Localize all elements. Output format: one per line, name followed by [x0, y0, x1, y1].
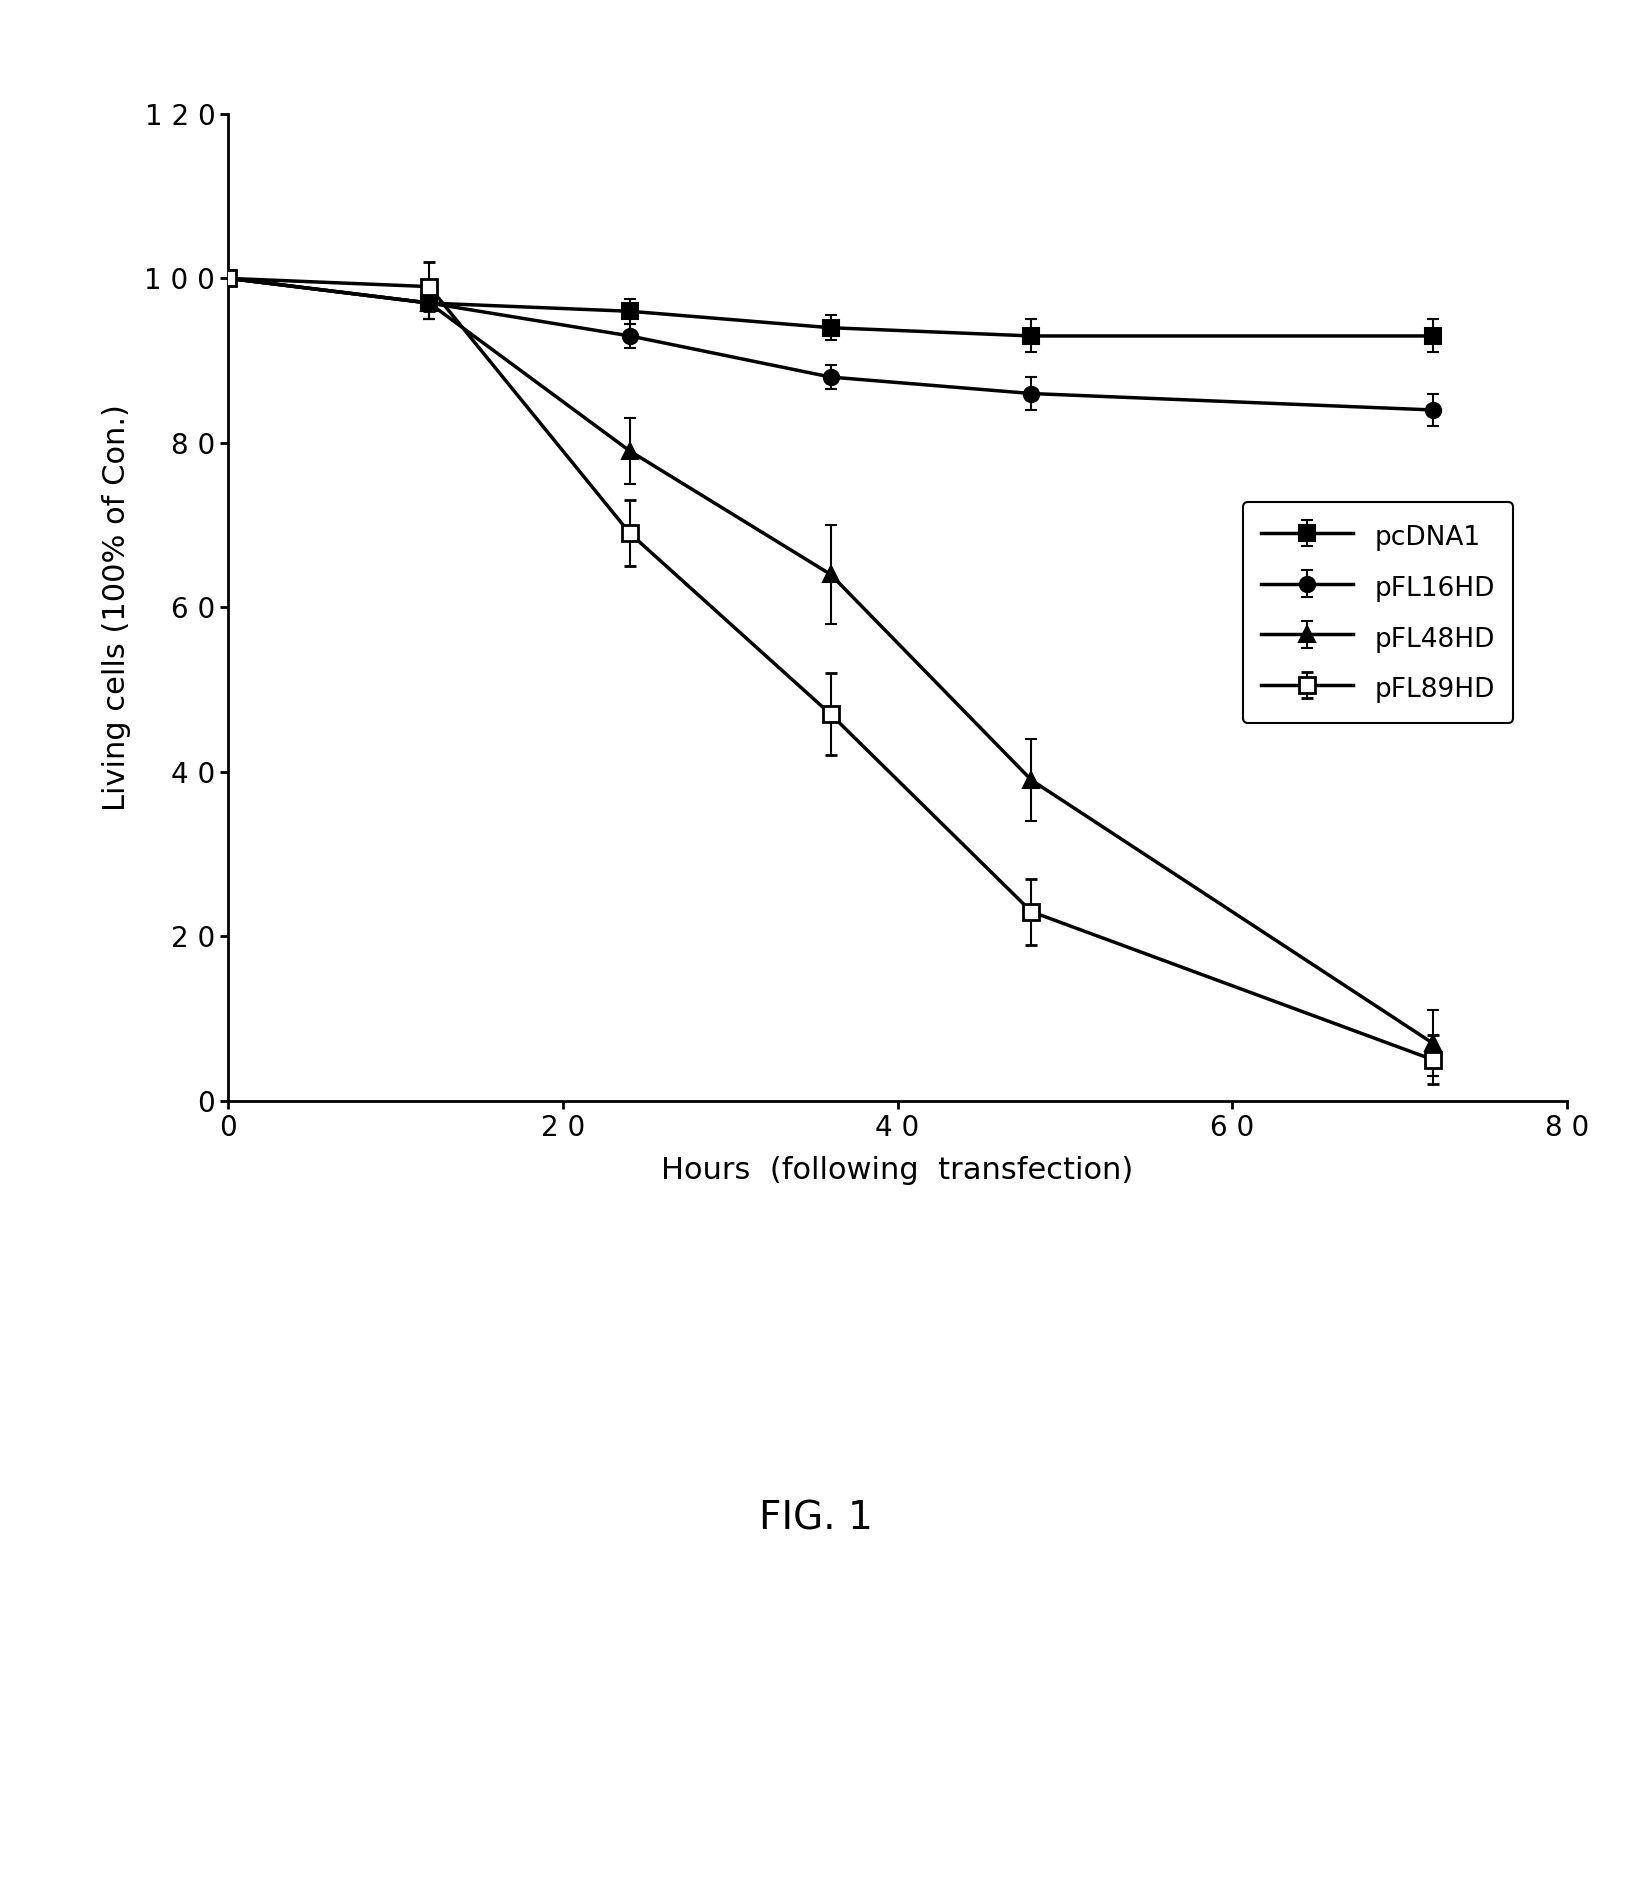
X-axis label: Hours  (following  transfection): Hours (following transfection) [661, 1156, 1134, 1184]
Y-axis label: Living cells (100% of Con.): Living cells (100% of Con.) [101, 404, 131, 810]
Text: FIG. 1: FIG. 1 [759, 1499, 873, 1537]
Legend: pcDNA1, pFL16HD, pFL48HD, pFL89HD: pcDNA1, pFL16HD, pFL48HD, pFL89HD [1242, 503, 1513, 723]
